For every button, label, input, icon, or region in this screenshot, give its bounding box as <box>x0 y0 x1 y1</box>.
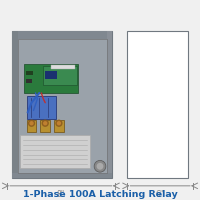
Circle shape <box>44 122 47 125</box>
Bar <box>27 96 56 119</box>
Bar <box>12 173 112 178</box>
Bar <box>26 71 33 75</box>
Bar <box>24 64 78 93</box>
Text: 6": 6" <box>156 190 164 199</box>
Bar <box>26 79 32 83</box>
Circle shape <box>30 122 33 125</box>
Bar <box>54 120 64 132</box>
Bar <box>107 31 112 178</box>
Bar <box>51 65 75 69</box>
Bar <box>43 66 77 85</box>
Bar <box>12 31 112 178</box>
Circle shape <box>57 122 60 125</box>
Circle shape <box>42 120 48 126</box>
Circle shape <box>97 163 103 170</box>
Circle shape <box>29 120 34 126</box>
Text: 1-Phase 100A Latching Relay: 1-Phase 100A Latching Relay <box>23 190 177 199</box>
Bar <box>40 120 50 132</box>
Bar <box>127 31 188 178</box>
Bar <box>18 39 107 173</box>
Bar <box>12 31 18 178</box>
Bar <box>27 120 36 132</box>
Text: 8": 8" <box>57 190 65 199</box>
Bar <box>45 71 57 79</box>
Bar <box>20 135 90 168</box>
Circle shape <box>94 160 106 172</box>
Bar <box>12 31 112 39</box>
Circle shape <box>56 120 62 126</box>
